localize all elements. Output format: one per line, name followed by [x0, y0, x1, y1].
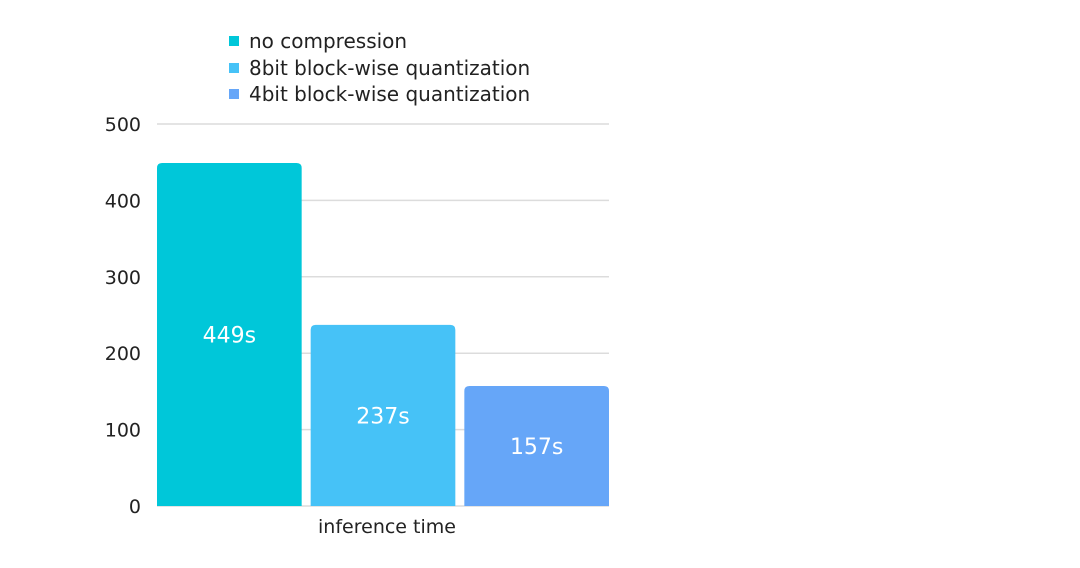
legend-item: no compression [229, 28, 530, 55]
y-tick-label: 300 [105, 267, 141, 289]
y-tick-label: 100 [105, 420, 141, 442]
legend-label: no compression [249, 29, 408, 54]
y-tick-label: 0 [129, 496, 141, 518]
legend: no compression 8bit block-wise quantizati… [229, 28, 530, 108]
bar-value-label: 449s [203, 323, 256, 348]
legend-label: 8bit block-wise quantization [249, 55, 531, 80]
legend-item: 8bit block-wise quantization [229, 55, 530, 82]
bar-value-label: 157s [510, 435, 563, 460]
legend-swatch [229, 36, 239, 47]
legend-swatch [229, 89, 239, 100]
legend-label: 4bit block-wise quantization [249, 82, 531, 107]
bar-2 [310, 324, 456, 506]
bar-3 [464, 386, 609, 506]
bar-value-label: 237s [356, 404, 409, 429]
legend-item: 4bit block-wise quantization [229, 81, 530, 108]
y-tick-label: 400 [105, 190, 141, 212]
y-tick-label: 500 [105, 114, 141, 136]
legend-swatch [229, 62, 239, 73]
x-category-label: inference time [318, 516, 456, 538]
y-tick-label: 200 [105, 343, 141, 365]
bar-1 [157, 162, 302, 507]
